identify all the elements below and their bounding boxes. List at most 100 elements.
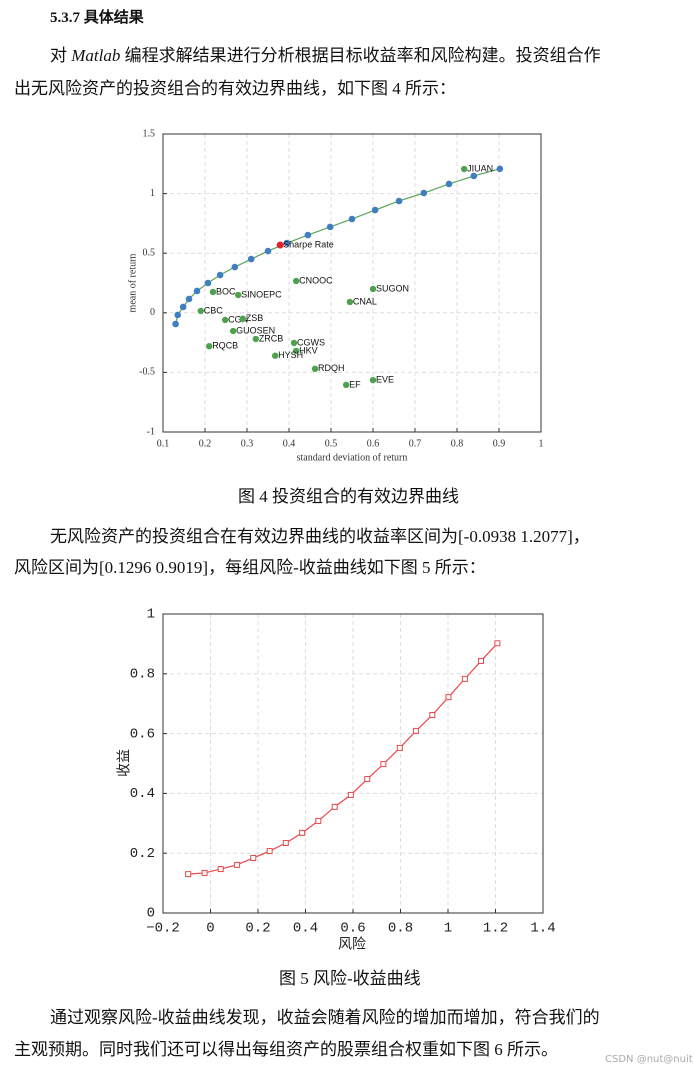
y-tick-label: 1 <box>150 188 155 199</box>
curve-marker <box>315 817 322 824</box>
curve-marker <box>201 869 208 876</box>
figure-caption: 图 5 风险-收益曲线 <box>279 969 421 988</box>
frontier-point <box>231 263 239 271</box>
y-tick-label: 0.8 <box>130 667 155 683</box>
x-tick-label: 0.8 <box>388 921 413 937</box>
frontier-point <box>264 247 272 255</box>
curve-marker <box>299 829 306 836</box>
figure-caption: 图 4 投资组合的有效边界曲线 <box>238 487 459 506</box>
curve-marker <box>217 866 224 873</box>
asset-point <box>221 316 229 324</box>
asset-point <box>292 277 300 285</box>
x-tick-label: 0.4 <box>283 438 296 449</box>
frontier-point <box>395 197 403 205</box>
frontier-point <box>172 320 179 328</box>
asset-label: HKV <box>299 345 318 355</box>
paragraph-line: 无风险资产的投资组合在有效边界曲线的收益率区间为[-0.0938 1.2077]… <box>50 527 590 546</box>
curve-marker <box>347 791 354 798</box>
frontier-point <box>204 279 212 287</box>
asset-point <box>460 165 468 173</box>
x-tick-label: 0.6 <box>340 921 365 937</box>
curve-marker <box>429 712 436 719</box>
paragraph-line: 对 Matlab 编程求解结果进行分析根据目标收益率和风险构建。投资组合作 <box>50 46 601 66</box>
x-tick-label: 0.1 <box>157 438 170 449</box>
frontier-point <box>348 215 356 223</box>
x-tick-label: 0.6 <box>367 438 380 449</box>
asset-label: CGN <box>228 314 248 324</box>
paragraph-line: 通过观察风险-收益曲线发现，收益会随着风险的增加而增加，符合我们的 <box>50 1008 600 1027</box>
asset-label: CNOOC <box>299 275 333 285</box>
optimal-point <box>276 241 284 249</box>
plot-frame <box>162 133 542 433</box>
asset-label: SINOEPC <box>241 289 282 299</box>
frontier-point <box>193 287 201 295</box>
curve-marker <box>445 694 452 701</box>
curve-marker <box>478 657 485 664</box>
emphasis: Matlab <box>71 46 121 65</box>
asset-point <box>239 315 246 322</box>
asset-point <box>206 342 213 350</box>
x-tick-label: 0.8 <box>451 438 464 449</box>
curve-marker <box>494 640 501 647</box>
asset-point <box>290 339 298 347</box>
frontier-point <box>304 231 312 239</box>
asset-label: CGWS <box>297 337 325 347</box>
x-tick-label: 1.2 <box>483 921 508 937</box>
watermark: CSDN @nut@nuit <box>605 1054 693 1065</box>
frontier-point <box>247 255 255 263</box>
curve-marker <box>461 675 468 682</box>
x-axis-label: 风险 <box>338 937 366 954</box>
x-tick-label: 0.4 <box>293 921 318 937</box>
curve-marker <box>364 776 371 783</box>
curve-marker <box>234 861 241 868</box>
frontier-point <box>185 295 193 303</box>
curve-marker <box>380 761 387 768</box>
asset-point <box>234 291 242 299</box>
paragraph-line: 风险区间为[0.1296 0.9019]，每组风险-收益曲线如下图 5 所示： <box>14 558 486 577</box>
frontier-line <box>175 168 500 325</box>
curve-marker <box>266 848 273 855</box>
asset-point <box>209 288 217 296</box>
x-tick-label: 0.9 <box>493 438 506 449</box>
y-tick-label: 0.5 <box>143 247 156 258</box>
asset-label: RDQH <box>318 363 345 373</box>
asset-point <box>292 347 300 355</box>
asset-point <box>369 285 377 293</box>
x-tick-label: 0.3 <box>241 438 254 449</box>
curve-marker <box>331 803 338 810</box>
asset-point <box>369 376 377 384</box>
asset-label: GUOSEN <box>236 325 275 335</box>
x-tick-label: 0.2 <box>245 921 270 937</box>
frontier-point <box>216 271 224 279</box>
asset-label: HYSH <box>278 350 303 360</box>
asset-point <box>197 307 204 315</box>
x-tick-label: −0.2 <box>146 921 180 937</box>
frontier-point <box>326 223 334 231</box>
x-tick-label: 1.4 <box>530 921 555 937</box>
x-tick-label: 1 <box>539 438 544 449</box>
frontier-point <box>470 172 478 180</box>
x-tick-label: 1 <box>444 921 452 937</box>
asset-label: ZSB <box>246 313 264 323</box>
asset-label: EF <box>349 379 361 389</box>
frontier-point <box>420 189 428 197</box>
asset-label: SUGON <box>376 283 409 293</box>
y-tick-label: 0 <box>147 906 155 922</box>
curve-marker <box>412 727 419 734</box>
paragraph-line: 出无风险资产的投资组合的有效边界曲线，如下图 4 所示： <box>14 79 456 98</box>
x-tick-label: 0.7 <box>409 438 422 449</box>
paragraph-line: 主观预期。同时我们还可以得出每组资产的股票组合权重如下图 6 所示。 <box>14 1040 558 1059</box>
asset-point <box>346 298 354 306</box>
asset-label: EVE <box>376 375 394 385</box>
curve <box>188 642 498 875</box>
plot-frame <box>162 613 544 914</box>
frontier-point <box>174 311 181 319</box>
y-tick-label: 1.5 <box>143 128 156 139</box>
x-tick-label: 0.2 <box>199 438 212 449</box>
text: 对 <box>50 46 72 65</box>
asset-point <box>252 335 260 343</box>
x-axis-label: standard deviation of return <box>297 452 408 463</box>
y-axis-label: mean of return <box>127 254 138 313</box>
y-tick-label: 1 <box>147 607 155 623</box>
